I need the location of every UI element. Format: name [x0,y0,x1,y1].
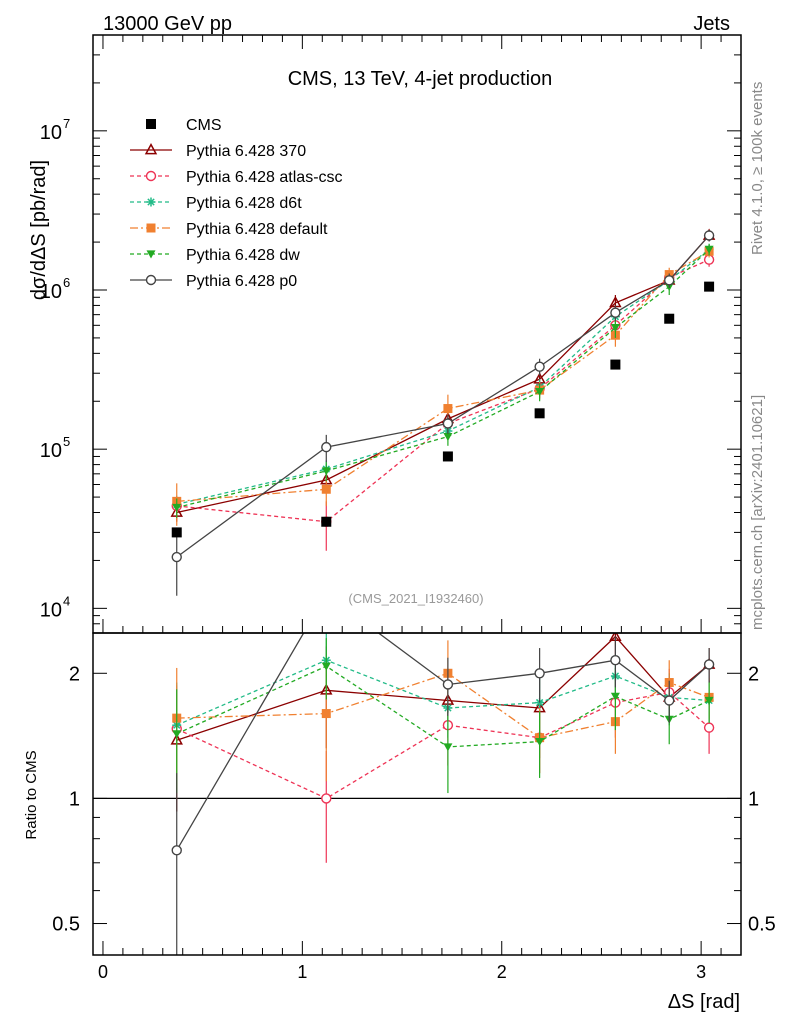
side-label-bottom: mcplots.cern.ch [arXiv:2401.10621] [749,395,766,630]
ratio-tick-label-2: 2 [69,663,80,685]
series-point-5-0 [171,551,182,563]
ratio-frame [92,632,742,956]
series-point-5-4 [610,307,621,318]
y-tick-label-3: 10 [40,122,62,144]
x-tick-label-1: 1 [297,962,307,982]
x-tick-label-3: 3 [696,962,706,982]
series-5 [171,230,715,596]
series-point-5-6 [703,230,715,241]
series-point-4-0 [172,503,182,513]
series-point-5-5 [664,275,675,286]
data-point-1 [321,516,332,527]
ratio-point-5-0 [171,845,182,856]
series-point-4-2 [443,432,453,442]
legend-marker-data [146,119,156,129]
ratio-tick-label-1: 1 [69,788,80,810]
ratio-series-1 [171,668,715,863]
legend-label-4: Pythia 6.428 dw [186,247,300,264]
ratio-point-1-6 [703,722,715,733]
ratio-point-2-3-d2 [535,698,544,707]
header-left: 13000 GeV pp [103,13,232,35]
series-1 [171,253,715,551]
data-point-2 [442,451,453,462]
legend-marker-2 [146,197,156,207]
legend-marker-4 [146,250,156,259]
ratio-point-5-4 [610,655,621,666]
y-tick-exp-0: 4 [63,593,70,608]
legend-marker-1 [145,170,157,182]
header-right: Jets [693,13,730,35]
legend-label-0: Pythia 6.428 370 [186,143,306,160]
series-point-4-3 [535,387,545,397]
ratio-point-5-1 [322,590,331,599]
data-point-3 [534,408,545,419]
series-point-5-2 [442,418,454,429]
ratio-series-5 [171,590,715,955]
series-point-3-2 [443,404,453,414]
y-tick-label-0: 10 [40,599,62,621]
ratio-tick-label-0: 0.5 [52,914,80,936]
legend-item-0: Pythia 6.428 370 [130,143,306,160]
ratio-point-3-1 [321,709,331,719]
ratio-point-4-1 [321,662,331,671]
legend-marker-0 [144,143,158,155]
legend-marker-5 [145,274,157,286]
legend-label-5: Pythia 6.428 p0 [186,273,297,290]
ratio-point-4-2 [443,743,453,752]
ratio-series-0 [170,633,716,812]
data-point-0 [171,527,182,538]
ratio-point-5-6 [703,659,715,670]
series-point-4-1 [321,467,331,476]
y-tick-label-2: 10 [40,281,62,303]
legend-item-5: Pythia 6.428 p0 [130,273,297,290]
x-tick-label-0: 0 [98,962,108,982]
series-point-5-1 [321,441,332,453]
y-axis-label: dσ/dΔS [pb/rad] [28,160,50,300]
legend-marker-3 [146,223,156,233]
ratio-point-1-1 [321,793,332,804]
legend-item-data: CMS [146,117,222,134]
ratio-point-5-2 [442,679,454,690]
ratio-point-4-3 [535,737,545,747]
legend-marker-2-d2 [147,198,155,206]
analysis-id: (CMS_2021_I1932460) [348,591,483,606]
plot-title: CMS, 13 TeV, 4-jet production [288,68,553,90]
x-tick-label-2: 2 [497,962,507,982]
data-point-5 [664,313,675,324]
ratio-line-1 [176,691,710,800]
series-point-3-1 [321,484,331,494]
side-label-top: Rivet 4.1.0, ≥ 100k events [749,82,766,255]
ratio-tick-label-right-2: 2 [748,663,759,685]
series-line-1 [176,259,710,523]
ratio-point-4-6 [704,696,714,706]
y-tick-exp-2: 6 [63,275,70,290]
ratio-point-4-0 [172,730,182,739]
ratio-tick-label-right-1: 1 [748,788,759,810]
ratio-point-5-3 [534,668,545,679]
ratio-axis-label: Ratio to CMS [23,750,40,839]
legend-item-3: Pythia 6.428 default [130,221,328,238]
data-point-4 [610,359,621,370]
series-point-4-4 [610,324,620,333]
x-axis-label: ΔS [rad] [668,991,740,1013]
series-point-5-3 [534,361,545,372]
ratio-tick-label-right-0: 0.5 [748,914,776,936]
y-tick-exp-1: 5 [63,434,70,449]
legend-label-1: Pythia 6.428 atlas-csc [186,169,343,186]
legend-item-2: Pythia 6.428 d6t [130,195,302,212]
ratio-point-4-4 [610,692,620,701]
ratio-point-5-5 [664,695,675,706]
y-tick-exp-3: 7 [63,116,70,131]
y-tick-label-1: 10 [40,440,62,462]
series-point-4-6 [704,245,714,254]
legend-label-3: Pythia 6.428 default [186,221,328,238]
data-points [171,281,715,538]
legend-item-1: Pythia 6.428 atlas-csc [130,169,343,186]
legend-item-4: Pythia 6.428 dw [130,247,300,264]
legend-label-data: CMS [186,117,222,134]
data-point-6 [704,281,715,292]
legend-label-2: Pythia 6.428 d6t [186,195,302,212]
